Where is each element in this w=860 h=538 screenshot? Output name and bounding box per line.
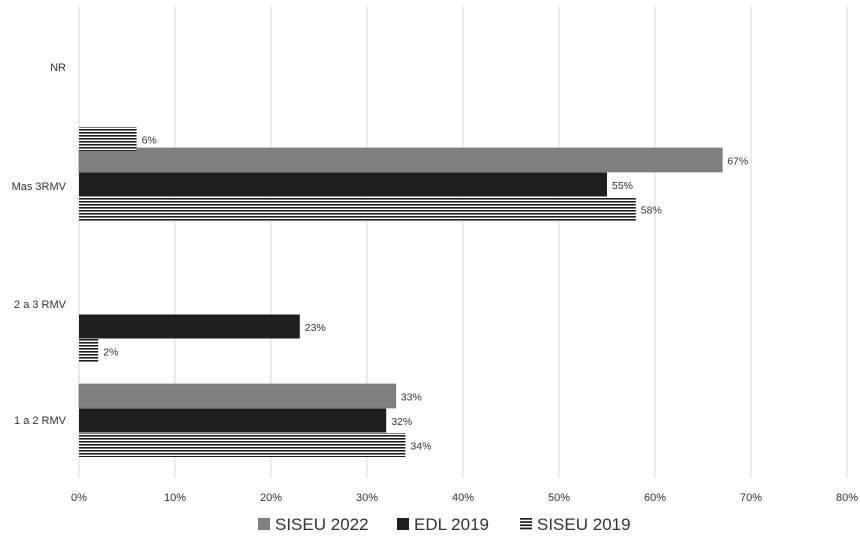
bar xyxy=(79,127,137,151)
x-tick-label: 80% xyxy=(836,492,858,504)
data-label: 23% xyxy=(305,322,326,334)
legend-swatch xyxy=(520,518,532,520)
bar xyxy=(79,172,607,197)
category-label: 1 a 2 RMV xyxy=(14,415,67,427)
bar xyxy=(79,433,406,457)
category-label: NR xyxy=(50,62,66,74)
x-tick-label: 60% xyxy=(644,492,666,504)
bar xyxy=(78,383,397,409)
x-tick-label: 50% xyxy=(548,492,570,504)
x-axis: 0% 10% 20% 30% 40% 50% 60% 70% 80% xyxy=(71,492,858,504)
data-label: 34% xyxy=(410,440,431,452)
legend-swatch xyxy=(520,524,532,527)
legend-swatch xyxy=(258,518,270,530)
legend-swatch xyxy=(520,521,532,523)
data-label: 55% xyxy=(612,180,633,192)
legend-label: SISEU 2022 xyxy=(275,515,369,534)
x-tick-label: 10% xyxy=(164,492,186,504)
x-tick-label: 30% xyxy=(356,492,378,504)
data-labels: 33% 32% 34% 23% 2% 67% 55% 58% 6% xyxy=(103,134,748,452)
bar xyxy=(79,408,387,433)
data-label: 6% xyxy=(142,134,157,146)
bar xyxy=(79,197,636,221)
legend-label: SISEU 2019 xyxy=(537,515,631,534)
x-tick-label: 70% xyxy=(740,492,762,504)
gridlines xyxy=(78,6,848,478)
x-tick-label: 0% xyxy=(71,492,87,504)
legend-swatch xyxy=(520,527,532,530)
legend: SISEU 2022 EDL 2019 SISEU 2019 xyxy=(258,515,631,534)
category-label: Mas 3RMV xyxy=(12,181,67,193)
bar xyxy=(79,339,99,363)
data-label: 58% xyxy=(641,204,662,216)
category-label: 2 a 3 RMV xyxy=(14,299,67,311)
x-tick-label: 20% xyxy=(260,492,282,504)
data-label: 33% xyxy=(401,391,422,403)
data-label: 67% xyxy=(727,155,748,167)
bar xyxy=(78,147,723,173)
bars xyxy=(78,127,723,457)
x-tick-label: 40% xyxy=(452,492,474,504)
data-label: 2% xyxy=(103,346,118,358)
legend-swatch xyxy=(397,518,409,530)
bar xyxy=(79,314,300,339)
category-axis: 1 a 2 RMV 2 a 3 RMV Mas 3RMV NR xyxy=(12,62,67,427)
data-label: 32% xyxy=(391,416,412,428)
legend-label: EDL 2019 xyxy=(414,515,489,534)
